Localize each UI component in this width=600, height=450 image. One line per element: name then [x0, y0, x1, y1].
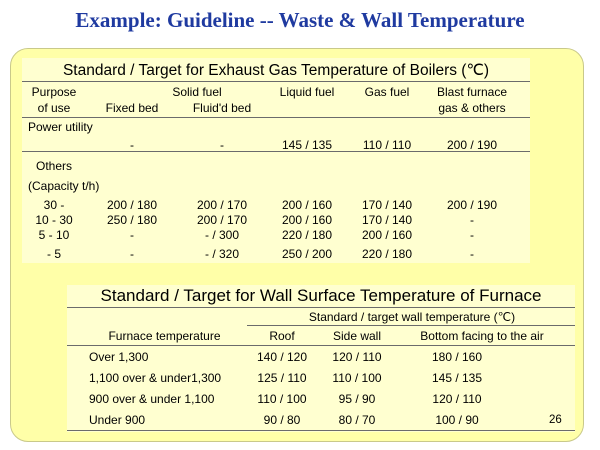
bottom-border [67, 430, 575, 431]
solid-fuel-header: Solid fuel [172, 85, 222, 99]
fixed-bed-header: Fixed bed [105, 101, 159, 115]
roof-header: Roof [269, 329, 295, 343]
power-utility-divider [22, 151, 530, 152]
cell: 250 / 180 [106, 213, 158, 227]
cell: 200 / 160 [281, 198, 333, 212]
cell: 200 / 160 [281, 213, 333, 227]
cell: 5 - 10 [38, 228, 70, 242]
slide-title: Example: Guideline -- Waste & Wall Tempe… [75, 8, 525, 32]
cell: 100 / 90 [435, 413, 479, 427]
capacity-label: (Capacity t/h) [28, 179, 100, 193]
cell: - [130, 228, 134, 242]
group-header: Standard / target wall temperature (℃) [308, 310, 516, 324]
cell: 110 / 110 [362, 138, 412, 152]
group-divider [247, 325, 575, 326]
blast-furnace-header: Blast furnace [436, 85, 508, 99]
cell: - / 320 [204, 247, 240, 261]
cell: - [470, 228, 474, 242]
cell: - [130, 138, 134, 152]
cell: 125 / 110 [257, 371, 307, 385]
cell: - [130, 247, 134, 261]
blast-furnace-header-2: gas & others [438, 101, 506, 115]
cell: 220 / 180 [281, 228, 333, 242]
boiler-exhaust-table: Standard / Target for Exhaust Gas Temper… [22, 58, 530, 263]
cell: 110 / 100 [332, 371, 382, 385]
cell: 1,100 over & under1,300 [89, 371, 222, 385]
cell: 140 / 120 [256, 350, 308, 364]
title-divider [67, 307, 575, 308]
cell: 200 / 190 [446, 198, 498, 212]
cell: 10 - 30 [35, 213, 73, 227]
title-divider [22, 81, 530, 82]
fluid-bed-header: Fluid'd bed [192, 101, 252, 115]
others-label: Others [36, 159, 73, 173]
cell: 30 - [43, 198, 65, 212]
cell: - [470, 247, 474, 261]
cell: - 5 [46, 247, 61, 261]
bottom-header: Bottom facing to the air [420, 329, 544, 343]
cell: - / 300 [204, 228, 240, 242]
boiler-table-title: Standard / Target for Exhaust Gas Temper… [62, 62, 490, 79]
cell: Over 1,300 [89, 350, 149, 364]
cell: 200 / 160 [361, 228, 413, 242]
cell: 145 / 135 [281, 138, 333, 152]
cell: 220 / 180 [361, 247, 413, 261]
cell: 200 / 170 [196, 213, 248, 227]
cell: 110 / 100 [257, 392, 307, 406]
cell: 90 / 80 [263, 413, 301, 427]
cell: 145 / 135 [431, 371, 483, 385]
cell: 200 / 190 [446, 138, 498, 152]
wall-temperature-table: Standard / Target for Wall Surface Tempe… [67, 285, 575, 432]
gas-fuel-header: Gas fuel [364, 85, 410, 99]
cell: 250 / 200 [281, 247, 333, 261]
cell: 200 / 180 [106, 198, 158, 212]
furnace-temp-header: Furnace temperature [108, 329, 221, 343]
cell: 900 over & under 1,100 [89, 392, 215, 406]
header-divider [67, 345, 575, 346]
purpose-header: Purpose [31, 85, 77, 99]
side-wall-header: Side wall [332, 329, 382, 343]
cell: - [220, 138, 224, 152]
cell: Under 900 [89, 413, 146, 427]
cell: 120 / 110 [432, 392, 482, 406]
wall-table-title: Standard / Target for Wall Surface Tempe… [100, 286, 542, 305]
cell: 95 / 90 [338, 392, 376, 406]
cell: 80 / 70 [338, 413, 376, 427]
header-divider [22, 117, 530, 118]
power-utility-label: Power utility [28, 120, 93, 134]
cell: 120 / 110 [332, 350, 382, 364]
cell: 200 / 170 [196, 198, 248, 212]
cell: 180 / 160 [431, 350, 483, 364]
liquid-fuel-header: Liquid fuel [279, 85, 335, 99]
cell: - [470, 213, 474, 227]
page-number: 26 [549, 414, 562, 426]
purpose-header-2: of use [37, 101, 71, 115]
cell: 170 / 140 [361, 213, 413, 227]
cell: 170 / 140 [361, 198, 413, 212]
